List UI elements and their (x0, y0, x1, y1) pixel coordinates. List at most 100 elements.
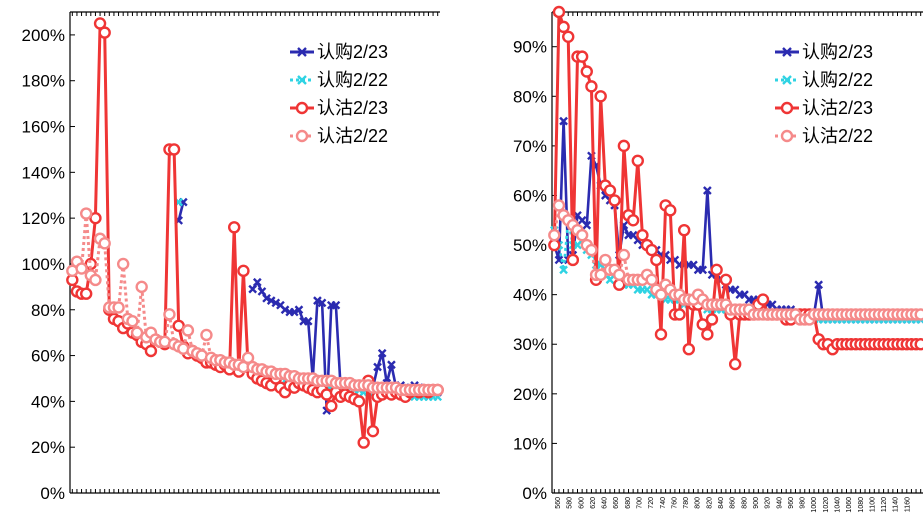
y-tick-label: 90% (513, 38, 547, 57)
x-tick-label: 700 (637, 497, 644, 509)
series-3 (548, 199, 923, 326)
data-point (705, 313, 719, 326)
y-tick-label: 70% (513, 137, 547, 156)
data-point (636, 228, 649, 242)
data-point (701, 328, 714, 341)
y-tick-label: 140% (22, 163, 65, 182)
y-tick-label: 60% (31, 347, 65, 366)
data-point (313, 296, 322, 305)
legend-label: 认购2/23 (317, 42, 388, 62)
data-point (814, 280, 824, 290)
y-tick-label: 0% (40, 484, 65, 503)
data-point (626, 214, 640, 227)
data-point (645, 243, 658, 257)
data-point (200, 328, 213, 342)
data-point (728, 357, 742, 371)
data-point (257, 287, 267, 296)
data-point (266, 296, 276, 305)
y-tick-label: 30% (513, 335, 547, 354)
y-tick-label: 40% (513, 286, 547, 305)
x-tick-label: 1140 (893, 497, 900, 512)
legend-marker (297, 47, 307, 57)
data-point (289, 307, 299, 317)
legend-label: 认购2/22 (317, 70, 388, 90)
legend-label: 认沽2/23 (317, 98, 388, 118)
data-point (608, 194, 621, 207)
y-tick-label: 180% (22, 72, 65, 91)
data-point (559, 116, 568, 126)
data-point (654, 328, 668, 341)
legend-marker (780, 129, 794, 143)
data-point (431, 383, 444, 397)
data-point (580, 65, 593, 78)
x-tick-label: 660 (613, 497, 620, 509)
data-point (98, 237, 111, 250)
x-tick-label: 920 (765, 497, 772, 509)
data-point (377, 348, 387, 358)
data-point (135, 280, 148, 294)
y-tick-label: 60% (513, 186, 547, 205)
x-tick-label: 740 (660, 497, 667, 509)
data-point (116, 257, 130, 271)
data-point (548, 238, 561, 252)
x-tick-label: 940 (776, 497, 783, 509)
x-tick-label: 560 (555, 497, 562, 509)
data-point (167, 143, 181, 156)
legend-marker (297, 75, 307, 85)
data-point (303, 316, 313, 326)
data-point (280, 305, 290, 315)
data-point (75, 262, 88, 275)
y-tick-label: 10% (513, 434, 547, 453)
x-tick-label: 860 (730, 497, 737, 509)
legend-marker (782, 75, 792, 85)
data-point (325, 399, 338, 413)
data-point (331, 300, 341, 310)
data-point (575, 228, 589, 242)
data-point (387, 360, 396, 370)
x-tick-label: 960 (788, 497, 795, 509)
data-point (79, 287, 93, 300)
data-point (163, 308, 176, 321)
data-point (557, 20, 570, 34)
data-point (617, 248, 631, 262)
x-tick-label: 880 (741, 497, 748, 509)
data-point (585, 80, 598, 93)
data-point (352, 395, 366, 408)
data-point (373, 362, 382, 372)
x-tick-label: 1080 (858, 497, 865, 513)
data-point (112, 301, 125, 314)
data-point (172, 319, 185, 332)
data-point (262, 293, 271, 303)
data-point (248, 284, 258, 294)
data-point (673, 308, 686, 321)
data-point (366, 424, 380, 438)
data-point (631, 154, 644, 167)
data-point (756, 293, 770, 306)
x-tick-label: 820 (706, 497, 713, 509)
x-tick-label: 760 (671, 497, 678, 509)
data-point (654, 288, 668, 301)
data-point (79, 207, 93, 220)
x-tick-label: 580 (567, 497, 574, 509)
x-tick-label: 840 (718, 497, 725, 509)
data-point (677, 223, 691, 237)
y-tick-label: 40% (31, 392, 65, 411)
legend-marker (782, 47, 792, 57)
data-point (89, 211, 102, 225)
data-point (617, 139, 631, 153)
y-tick-label: 20% (513, 385, 547, 404)
x-tick-label: 1020 (823, 497, 830, 513)
data-point (227, 221, 241, 234)
y-tick-label: 80% (513, 87, 547, 106)
series-line (553, 119, 921, 321)
x-tick-label: 780 (683, 497, 690, 509)
data-point (698, 265, 708, 275)
data-point (575, 50, 589, 63)
data-point (696, 318, 709, 331)
data-point (599, 253, 612, 267)
legend-marker (295, 129, 309, 143)
data-point (130, 326, 144, 339)
data-point (603, 184, 617, 197)
data-point (271, 298, 281, 308)
y-tick-label: 160% (22, 118, 65, 137)
